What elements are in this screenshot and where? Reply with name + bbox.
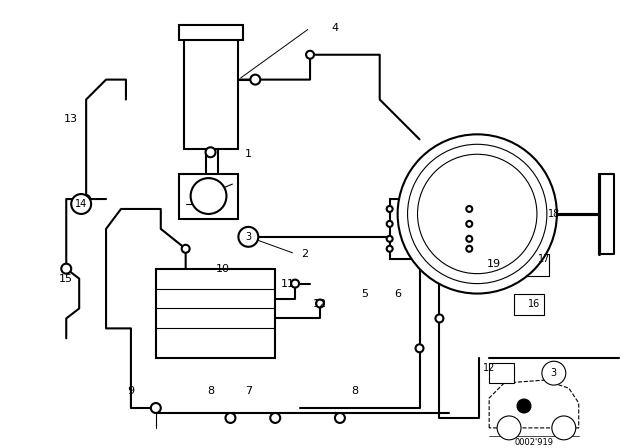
Circle shape — [467, 246, 472, 252]
Bar — [390, 199, 469, 259]
Circle shape — [435, 314, 444, 323]
Circle shape — [467, 236, 472, 242]
Text: 12: 12 — [313, 298, 327, 309]
Text: 19: 19 — [487, 258, 501, 269]
Text: 8: 8 — [351, 386, 358, 396]
Circle shape — [182, 245, 189, 253]
Circle shape — [250, 75, 260, 85]
Circle shape — [291, 280, 299, 288]
Circle shape — [316, 300, 324, 307]
Text: 9: 9 — [127, 386, 134, 396]
Text: 11: 11 — [281, 279, 295, 289]
Text: 13: 13 — [64, 114, 78, 125]
Text: 5: 5 — [362, 289, 368, 298]
Circle shape — [151, 403, 161, 413]
Text: 14: 14 — [75, 199, 87, 209]
Bar — [514, 293, 544, 315]
Bar — [179, 174, 239, 219]
Text: 0002'919: 0002'919 — [515, 438, 554, 447]
Text: 4: 4 — [332, 23, 339, 33]
Text: 7: 7 — [244, 386, 252, 396]
Text: 8: 8 — [207, 386, 214, 396]
Text: 1: 1 — [245, 149, 252, 159]
Bar — [156, 269, 275, 358]
Bar — [179, 25, 243, 40]
Text: 18: 18 — [548, 209, 560, 219]
Text: 3: 3 — [245, 232, 252, 242]
Text: 2: 2 — [301, 249, 308, 259]
Text: 17: 17 — [538, 254, 550, 264]
Circle shape — [467, 221, 472, 227]
Circle shape — [205, 147, 216, 157]
Circle shape — [397, 134, 557, 293]
Circle shape — [408, 144, 547, 284]
Circle shape — [191, 178, 227, 214]
Circle shape — [306, 51, 314, 59]
Text: 6: 6 — [394, 289, 401, 298]
Circle shape — [335, 413, 345, 423]
Circle shape — [542, 361, 566, 385]
Circle shape — [552, 416, 576, 440]
Circle shape — [387, 206, 393, 212]
Circle shape — [71, 194, 91, 214]
Circle shape — [417, 154, 537, 274]
Circle shape — [82, 195, 90, 203]
Circle shape — [517, 399, 531, 413]
Text: 10: 10 — [216, 264, 230, 274]
Bar — [184, 30, 239, 149]
Circle shape — [225, 413, 236, 423]
Circle shape — [239, 227, 259, 247]
Text: 15: 15 — [60, 274, 73, 284]
Circle shape — [387, 236, 393, 242]
Circle shape — [270, 413, 280, 423]
Circle shape — [497, 416, 521, 440]
Circle shape — [415, 345, 424, 352]
Text: 12: 12 — [483, 363, 495, 373]
Circle shape — [387, 221, 393, 227]
Circle shape — [61, 264, 71, 274]
Bar — [489, 363, 514, 383]
Text: 3: 3 — [551, 368, 557, 378]
Bar — [524, 209, 554, 231]
Bar — [519, 254, 549, 276]
Text: 16: 16 — [528, 298, 540, 309]
Circle shape — [467, 206, 472, 212]
Circle shape — [387, 246, 393, 252]
